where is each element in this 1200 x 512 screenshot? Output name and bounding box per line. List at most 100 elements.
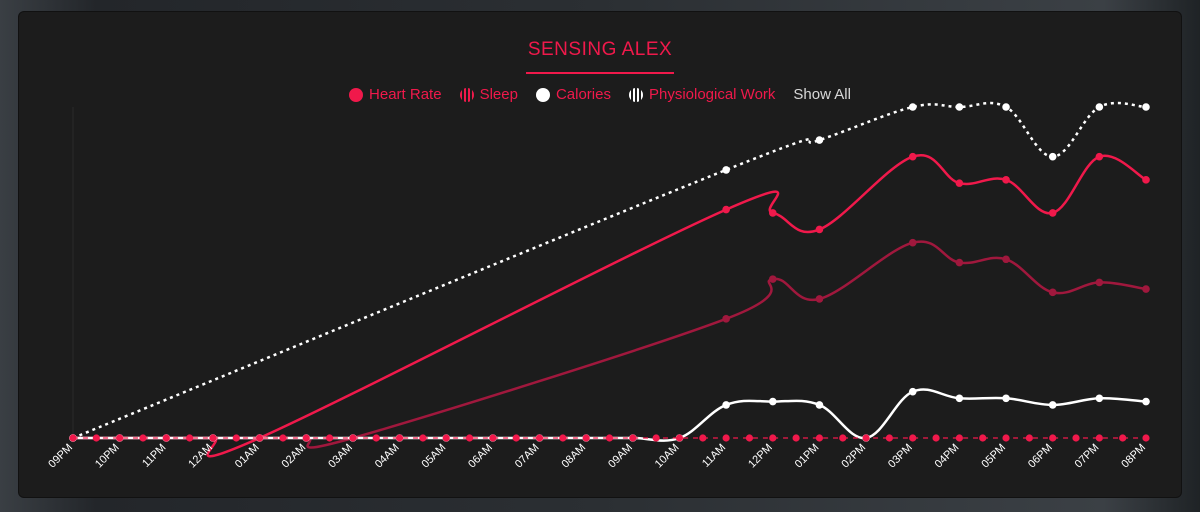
point-physiological-work-08pm [1142,103,1150,111]
point-calories-04pm [955,394,964,403]
point-heart-rate-03pm [908,152,917,161]
point-heart-rate-baseline-04pm [955,434,963,442]
baseline-dot-17 [885,434,894,442]
point-heart-rate-baseline-12am [209,434,217,442]
baseline-dot-8 [465,434,474,442]
point-physiological-work-06pm [1048,152,1057,161]
legend: Heart Rate Sleep Calories Physiological … [0,86,1200,103]
series-line-physiological-work [72,101,1147,440]
point-heart-rate-baseline-02am [302,434,310,442]
sleep-swatch-icon [459,87,474,102]
x-tick-label-10am: 10AM [653,442,682,471]
x-tick-label-07pm: 07PM [1073,442,1102,471]
point-calories-06pm [1048,401,1057,409]
series-line-sleep [72,240,1147,449]
x-tick-label-11pm: 11PM [140,442,168,470]
point-heart-rate-baseline-02pm [862,434,870,442]
baseline-dot-3 [232,434,240,442]
title-underline [526,72,674,74]
series-line-heart-rate [72,153,1147,458]
legend-item-calories[interactable]: Calories [535,86,611,103]
point-heart-rate-12pm [768,209,777,217]
point-heart-rate-baseline-09pm [69,434,77,442]
show-all-button[interactable]: Show All [793,86,851,103]
point-physiological-work-03pm [908,103,917,111]
baseline-dot-10 [559,434,567,442]
point-physiological-work-07pm [1095,103,1104,111]
x-tick-label-12pm: 12PM [746,442,775,471]
x-tick-label-02pm: 02PM [839,442,868,471]
point-sleep-03pm [908,238,917,247]
point-heart-rate-05pm [1002,176,1010,184]
point-heart-rate-08pm [1142,176,1150,184]
point-heart-rate-baseline-05pm [1002,434,1010,442]
point-heart-rate-baseline-05am [442,434,450,442]
point-heart-rate-baseline-04am [395,434,404,442]
point-heart-rate-baseline-12pm [769,434,777,442]
x-tick-label-02am: 02AM [280,442,309,471]
point-physiological-work-04pm [955,103,964,111]
baseline-dot-9 [512,434,520,442]
baseline-dot-6 [372,434,380,442]
point-calories-03pm [908,387,917,396]
point-physiological-work-01pm [815,136,824,144]
baseline-dot-12 [652,434,660,442]
x-tick-label-11am: 11AM [700,442,728,470]
x-tick-label-05pm: 05PM [979,442,1008,471]
show-all-label: Show All [793,86,851,103]
x-tick-label-04am: 04AM [373,442,402,471]
point-heart-rate-baseline-01pm [815,434,824,442]
baseline-dot-21 [1072,434,1080,442]
baseline-dot-7 [419,434,427,442]
point-heart-rate-07pm [1095,152,1104,161]
baseline-dot-11 [605,434,614,442]
baseline-dot-5 [325,434,334,442]
point-calories-01pm [815,401,824,409]
point-heart-rate-baseline-07pm [1095,434,1103,442]
x-tick-label-03pm: 03PM [886,442,915,471]
x-tick-label-04pm: 04PM [933,442,962,471]
x-tick-label-03am: 03AM [326,442,355,471]
x-tick-label-08am: 08AM [559,442,588,471]
point-heart-rate-baseline-08pm [1142,434,1150,442]
chart-title: SENSING ALEX [527,39,673,60]
baseline-dot-18 [932,434,940,442]
x-tick-label-08pm: 08PM [1119,442,1148,471]
legend-label-heart-rate: Heart Rate [369,86,442,103]
point-heart-rate-11am [722,205,730,214]
point-physiological-work-11am [722,166,730,174]
x-tick-label-01pm: 01PM [793,442,822,471]
point-sleep-01pm [815,295,824,303]
point-heart-rate-baseline-06pm [1049,434,1057,442]
baseline-dot-4 [279,434,287,442]
baseline-dot-15 [792,434,800,442]
point-calories-05pm [1002,394,1010,403]
physiological-work-swatch-icon [628,87,643,102]
legend-label-sleep: Sleep [479,86,518,103]
calories-swatch-icon [535,87,550,102]
x-tick-label-01am: 01AM [233,442,262,471]
baseline-dot-16 [839,434,847,442]
point-sleep-04pm [955,258,964,267]
baseline-dot-19 [979,434,987,442]
point-calories-07pm [1095,394,1104,403]
point-heart-rate-baseline-11am [722,434,730,442]
point-heart-rate-baseline-03am [349,434,357,442]
x-tick-label-07am: 07AM [513,442,542,471]
baseline-dot-0 [92,434,100,442]
baseline-dot-20 [1025,434,1033,442]
point-heart-rate-01pm [815,225,824,234]
legend-label-physiological-work: Physiological Work [648,86,776,103]
point-heart-rate-06pm [1048,209,1057,217]
point-heart-rate-baseline-11pm [162,434,170,442]
point-heart-rate-baseline-08am [582,434,590,442]
legend-item-physiological-work[interactable]: Physiological Work [628,86,776,103]
baseline-dot-13 [699,434,707,442]
point-sleep-05pm [1002,255,1010,264]
legend-item-heart-rate[interactable]: Heart Rate [349,86,442,103]
legend-item-sleep[interactable]: Sleep [459,86,518,103]
point-heart-rate-baseline-10am [675,434,684,442]
chart-panel [19,12,1181,497]
x-tick-label-09am: 09AM [606,442,635,471]
